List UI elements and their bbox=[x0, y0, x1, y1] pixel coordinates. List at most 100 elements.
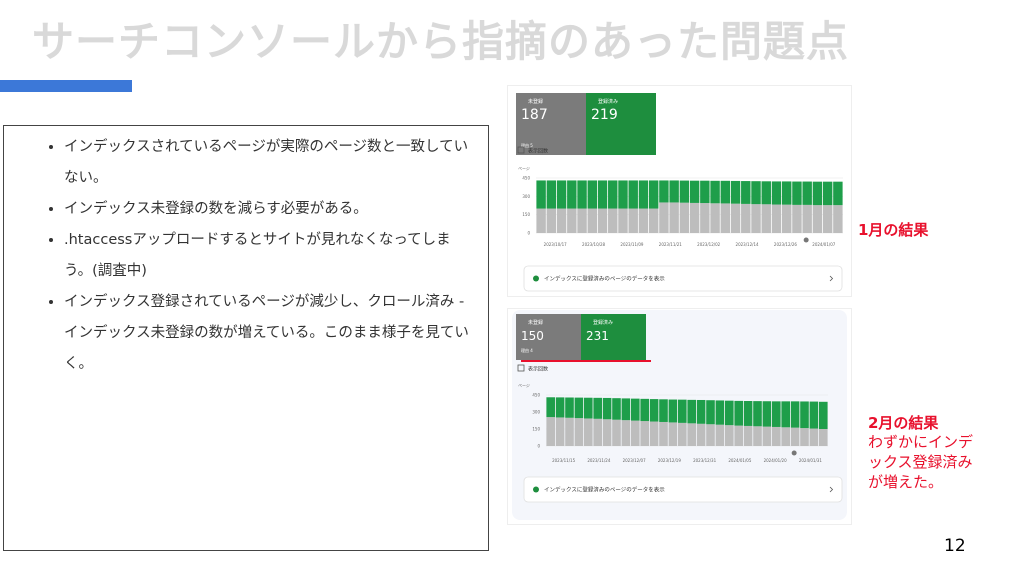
bar-segment bbox=[587, 208, 597, 233]
y-axis-label: ページ bbox=[518, 382, 530, 388]
bar-segment bbox=[618, 208, 628, 233]
bar-segment bbox=[762, 426, 772, 446]
page-number: 12 bbox=[944, 536, 966, 556]
bar-segment bbox=[715, 424, 725, 446]
x-tick-label: 2024/01/05 bbox=[728, 458, 752, 463]
bar-segment bbox=[792, 181, 802, 205]
bar-segment bbox=[751, 204, 761, 233]
bullet-list: インデックスされているページが実際のページ数と一致していない。 インデックス未登… bbox=[4, 132, 488, 380]
bar-segment bbox=[649, 399, 659, 422]
bar-segment bbox=[628, 180, 638, 209]
bar-segment bbox=[781, 427, 790, 446]
link-text: インデックスに登録済みのページのデータを表示 bbox=[544, 275, 665, 283]
bar-segment bbox=[743, 425, 753, 446]
slide-title: サーチコンソールから指摘のあった問題点 bbox=[32, 17, 850, 66]
bar-segment bbox=[567, 208, 577, 233]
bar-segment bbox=[640, 398, 649, 422]
bar-segment bbox=[631, 398, 640, 421]
bar-segment bbox=[574, 418, 584, 446]
bar-segment bbox=[612, 419, 621, 446]
bar-segment bbox=[631, 420, 640, 446]
bar-segment bbox=[679, 180, 690, 203]
x-tick-label: 2023/12/07 bbox=[623, 458, 647, 463]
bar-segment bbox=[612, 398, 621, 420]
annotation-marker bbox=[791, 450, 797, 456]
bar-segment bbox=[734, 425, 743, 446]
link-row[interactable] bbox=[523, 265, 843, 292]
bar-segment bbox=[741, 203, 751, 233]
bar-segment bbox=[809, 401, 819, 429]
result-note: わずかにインデックス登録済みが増えた。 bbox=[868, 433, 974, 491]
link-row[interactable] bbox=[523, 476, 843, 503]
bar-segment bbox=[556, 208, 567, 233]
card-reason: 理由 5 bbox=[521, 142, 533, 148]
bar-segment bbox=[710, 180, 720, 204]
bar-segment bbox=[679, 202, 690, 233]
bar-segment bbox=[725, 400, 734, 426]
checkbox-label: 表示回数 bbox=[528, 366, 548, 373]
bar-segment bbox=[546, 180, 557, 209]
bar-segment bbox=[608, 208, 618, 233]
bar-segment bbox=[761, 181, 771, 205]
bar-segment bbox=[649, 421, 659, 446]
bar-segment bbox=[621, 398, 631, 421]
bar-segment bbox=[812, 181, 823, 206]
bar-segment bbox=[593, 397, 602, 419]
y-tick-label: 0 bbox=[537, 444, 540, 449]
y-tick-label: 300 bbox=[522, 194, 530, 199]
bullet: インデックスされているページが実際のページ数と一致していない。 bbox=[64, 132, 474, 194]
bar-segment bbox=[648, 180, 659, 209]
card-registered bbox=[581, 314, 646, 360]
y-tick-label: 300 bbox=[532, 410, 540, 415]
bar-segment bbox=[700, 180, 710, 204]
check-icon bbox=[533, 486, 539, 493]
bar-segment bbox=[668, 422, 678, 446]
y-tick-label: 150 bbox=[532, 427, 540, 432]
bar-segment bbox=[696, 423, 706, 446]
bar-segment bbox=[597, 180, 608, 209]
x-tick-label: 2024/01/07 bbox=[812, 242, 836, 247]
result-label: 2月の結果 bbox=[868, 414, 939, 432]
bar-segment bbox=[696, 399, 706, 424]
bar-segment bbox=[689, 180, 700, 203]
checkbox bbox=[517, 364, 525, 372]
x-tick-label: 2023/12/14 bbox=[736, 242, 760, 247]
bar-segment bbox=[741, 181, 751, 204]
x-tick-label: 2023/11/24 bbox=[587, 458, 611, 463]
bar-segment bbox=[800, 428, 809, 446]
bar-segment bbox=[659, 202, 669, 233]
bar-segment bbox=[608, 180, 618, 209]
bullet-box: インデックスされているページが実際のページ数と一致していない。 インデックス未登… bbox=[3, 125, 489, 551]
bar-segment bbox=[802, 181, 812, 205]
checkbox bbox=[517, 146, 525, 154]
card-count: 187 bbox=[521, 107, 548, 123]
card-reason: 理由 4 bbox=[521, 347, 533, 353]
card-label: 登録済み bbox=[598, 98, 618, 105]
card-label: 未登録 bbox=[528, 319, 543, 326]
x-tick-label: 2024/01/31 bbox=[799, 458, 823, 463]
x-tick-label: 2023/10/28 bbox=[582, 242, 606, 247]
bar-segment bbox=[618, 180, 628, 209]
bar-segment bbox=[790, 427, 800, 446]
bar-segment bbox=[669, 180, 679, 203]
bar-segment bbox=[802, 204, 812, 233]
bar-segment bbox=[833, 205, 843, 233]
bar-segment bbox=[687, 399, 696, 424]
x-tick-label: 2023/11/21 bbox=[659, 242, 683, 247]
bar-segment bbox=[812, 205, 823, 233]
bar-segment bbox=[710, 203, 720, 233]
card-count: 219 bbox=[591, 107, 618, 123]
bar-segment bbox=[809, 428, 819, 446]
bar-segment bbox=[772, 401, 781, 427]
bar-segment bbox=[706, 424, 715, 446]
bar-segment bbox=[753, 401, 762, 427]
bar-segment bbox=[720, 203, 731, 233]
bar-segment bbox=[546, 417, 555, 446]
bar-segment bbox=[638, 208, 649, 233]
x-tick-label: 2024/01/20 bbox=[764, 458, 788, 463]
bar-segment bbox=[771, 204, 782, 233]
bar-segment bbox=[587, 180, 597, 209]
bar-segment bbox=[706, 400, 715, 425]
